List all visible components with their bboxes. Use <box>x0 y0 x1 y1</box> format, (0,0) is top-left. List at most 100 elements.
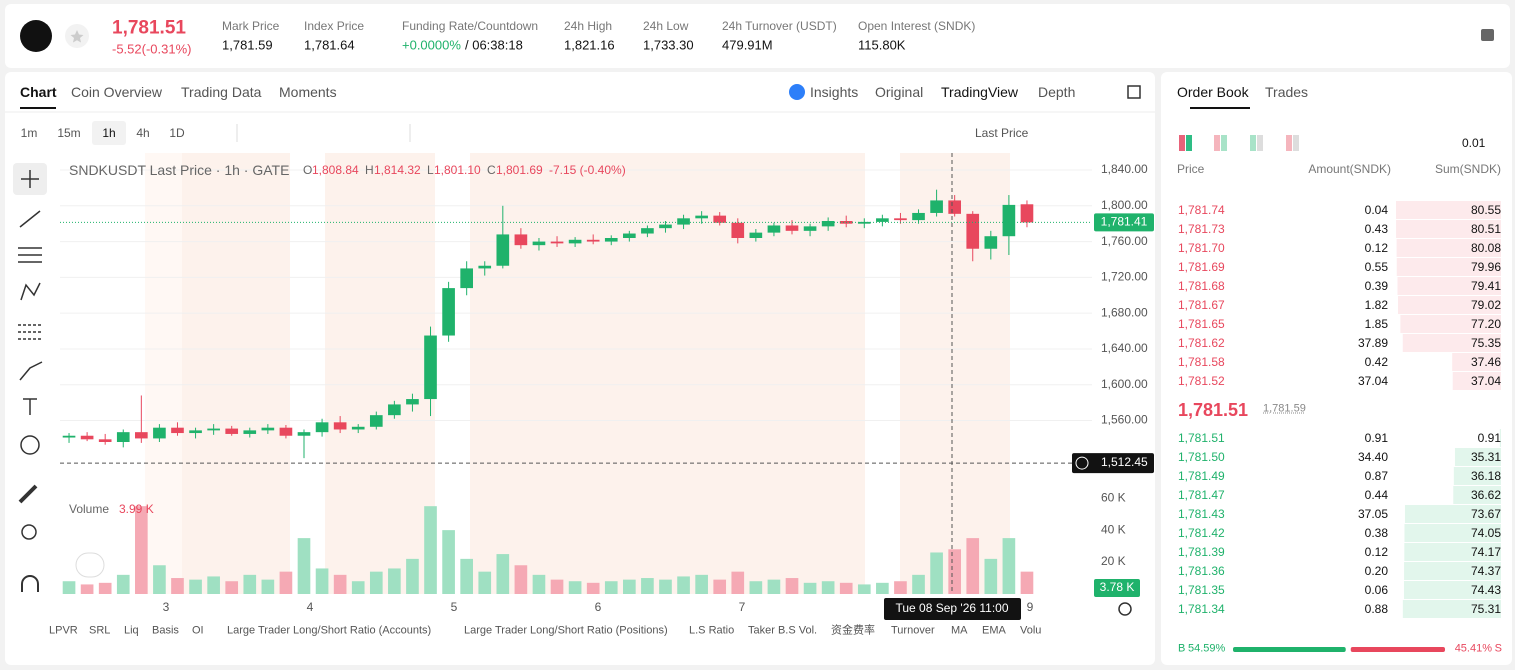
book-sum: 79.02 <box>1470 298 1501 312</box>
candle-body <box>623 233 636 238</box>
interval[interactable]: 1m <box>20 126 38 140</box>
interval[interactable]: 4h <box>136 126 150 140</box>
volume-bar <box>62 581 76 594</box>
ohlc-value: 1,801.69 <box>496 163 543 177</box>
volume-bar <box>388 568 401 594</box>
chart-tab[interactable]: Trading Data <box>181 84 262 100</box>
depth-bar <box>1452 372 1501 390</box>
candle-body <box>442 288 455 336</box>
indicator[interactable]: EMA <box>982 624 1006 637</box>
candle-body <box>912 212 925 221</box>
indicator[interactable]: 资金费率 <box>831 624 875 637</box>
zoom-tool[interactable] <box>21 524 37 540</box>
book-sum: 74.17 <box>1470 545 1501 559</box>
indicator[interactable]: Turnover <box>891 624 935 637</box>
stat-label: 24h Low <box>643 19 689 33</box>
indicator[interactable]: OI <box>192 624 204 637</box>
candle-body <box>460 268 473 289</box>
interval[interactable]: 15m <box>57 126 81 140</box>
chart-tab[interactable]: Chart <box>20 84 57 100</box>
pattern-tool[interactable] <box>20 282 41 301</box>
candle-body <box>261 427 275 431</box>
view-tab[interactable]: Insights <box>810 84 859 100</box>
x-tick-label: 7 <box>739 600 746 614</box>
indicator[interactable]: L.S Ratio <box>689 624 735 637</box>
layout-icon[interactable] <box>1127 85 1141 99</box>
book-amount: 0.12 <box>1364 241 1388 255</box>
volume-bar <box>586 582 600 594</box>
volume-bar <box>153 565 166 594</box>
indicator[interactable]: LPVR <box>49 624 78 637</box>
view-tab[interactable]: TradingView <box>941 84 1019 100</box>
book-price: 1,781.62 <box>1178 336 1225 350</box>
book-amount: 0.88 <box>1364 602 1388 616</box>
price-type-select[interactable]: Last Price <box>975 126 1029 140</box>
indicator[interactable]: Taker B.S Vol. <box>748 624 818 637</box>
book-sum: 75.31 <box>1470 602 1501 616</box>
stat-value: 1,733.30 <box>643 37 694 53</box>
volume-bar <box>532 574 546 594</box>
indicator[interactable]: Liq <box>124 624 139 637</box>
settings-icon[interactable] <box>1118 602 1132 616</box>
indicator[interactable]: Volu <box>1020 624 1042 637</box>
projection-tool[interactable] <box>18 324 42 340</box>
chart-tab[interactable]: Moments <box>279 84 337 100</box>
chart-tab[interactable]: Coin Overview <box>71 84 163 100</box>
crosshair-tool[interactable] <box>21 170 39 188</box>
session-band <box>182 153 290 594</box>
volume-tick-label: 40 K <box>1101 522 1126 536</box>
precision-select[interactable]: 0.01 <box>1462 136 1486 150</box>
interval[interactable]: 1D <box>169 126 185 140</box>
crosshair-time-label: Tue 08 Sep '26 11:00 <box>895 601 1008 615</box>
indicator[interactable]: Basis <box>152 624 179 637</box>
interval[interactable]: 1h <box>102 126 116 140</box>
candle-body <box>749 232 763 238</box>
candle-body <box>550 241 564 244</box>
view-tab[interactable]: Depth <box>1038 84 1076 100</box>
ohlc-value: 1,814.32 <box>374 163 421 177</box>
y-tick-label: 1,800.00 <box>1101 198 1148 212</box>
book-tab[interactable]: Order Book <box>1177 84 1249 100</box>
book-sum: 80.08 <box>1470 241 1501 255</box>
last-price: 1,781.51 <box>112 17 186 39</box>
candle-body <box>225 428 239 434</box>
volume-tick-label: 20 K <box>1101 554 1126 568</box>
book-amount: 0.38 <box>1364 526 1388 540</box>
crosshair-time-tag <box>884 598 1021 620</box>
volume-bar <box>821 581 835 594</box>
volume-bar <box>731 571 745 594</box>
ruler-tool[interactable] <box>18 484 38 504</box>
magnet-tool[interactable] <box>21 575 39 592</box>
view-tab[interactable]: Original <box>875 84 924 100</box>
book-price: 1,781.52 <box>1178 374 1225 388</box>
layout-icons <box>1179 135 1299 151</box>
settings-icon[interactable] <box>1481 29 1494 41</box>
volume-bar <box>677 576 690 594</box>
fib-tool[interactable] <box>18 247 42 263</box>
volume-bar <box>1020 571 1034 594</box>
price-change: -5.52(-0.31%) <box>112 41 192 57</box>
volume-bar <box>496 554 510 594</box>
indicator[interactable]: SRL <box>89 624 111 637</box>
volume-bar <box>785 578 799 594</box>
buy-bar <box>1233 647 1346 652</box>
indicator[interactable]: Large Trader Long/Short Ratio (Positions… <box>464 624 668 637</box>
candle-body <box>243 430 257 434</box>
trendline-tool[interactable] <box>19 210 41 228</box>
volume-bar <box>803 582 817 594</box>
book-price: 1,781.58 <box>1178 355 1225 369</box>
candle-body <box>98 439 112 442</box>
last-volume-tag <box>1094 578 1140 597</box>
book-sum: 80.51 <box>1470 222 1501 236</box>
indicator[interactable]: Large Trader Long/Short Ratio (Accounts) <box>227 624 432 637</box>
brush-tool[interactable] <box>19 361 43 381</box>
volume-bar <box>568 581 582 594</box>
book-sum: 73.67 <box>1470 507 1501 521</box>
indicator[interactable]: MA <box>951 624 968 637</box>
book-price: 1,781.49 <box>1178 469 1225 483</box>
book-price: 1,781.47 <box>1178 488 1225 502</box>
book-amount: 34.40 <box>1357 450 1388 464</box>
text-tool[interactable] <box>23 398 37 415</box>
emoji-tool[interactable] <box>20 435 40 455</box>
book-tab[interactable]: Trades <box>1265 84 1309 100</box>
